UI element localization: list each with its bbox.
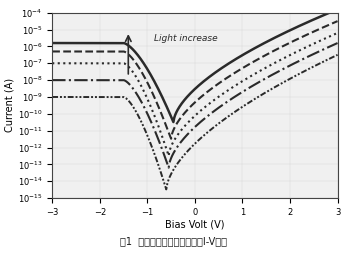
Y-axis label: Current (A): Current (A) <box>5 78 15 133</box>
Text: 图1  不同光照功率时探测器的I-V特性: 图1 不同光照功率时探测器的I-V特性 <box>120 236 228 246</box>
Text: Light increase: Light increase <box>155 34 218 43</box>
X-axis label: Bias Volt (V): Bias Volt (V) <box>165 220 224 230</box>
